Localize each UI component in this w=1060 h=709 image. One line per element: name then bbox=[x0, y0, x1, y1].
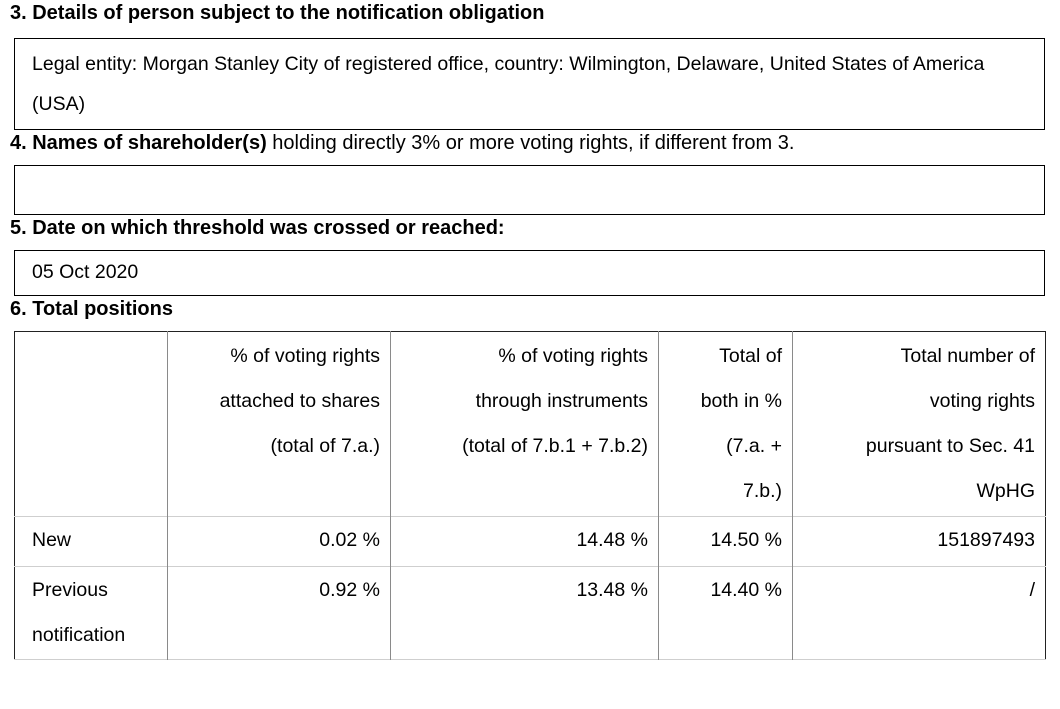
section-5-heading: 5. Date on which threshold was crossed o… bbox=[10, 217, 505, 239]
threshold-date-text: 05 Oct 2020 bbox=[32, 261, 139, 283]
total-positions-table: % of voting rights attached to shares (t… bbox=[14, 331, 1046, 660]
table-header-row: % of voting rights attached to shares (t… bbox=[15, 331, 1046, 517]
new-total-both-percent: 14.50 % bbox=[658, 516, 793, 567]
previous-total-number-voting-rights: / bbox=[792, 566, 1046, 660]
table-row-previous-notification: Previous notification 0.92 % 13.48 % 14.… bbox=[14, 566, 1046, 660]
row-label-previous: Previous notification bbox=[14, 566, 168, 660]
section-6-heading: 6. Total positions bbox=[10, 298, 173, 320]
voting-rights-notification-document: 3. Details of person subject to the noti… bbox=[10, 2, 1060, 660]
table-row-new: New 0.02 % 14.48 % 14.50 % 151897493 bbox=[14, 516, 1046, 567]
row-label-new: New bbox=[14, 516, 168, 567]
previous-voting-rights-shares: 0.92 % bbox=[167, 566, 391, 660]
section-4-heading-bold: 4. Names of shareholder(s) bbox=[10, 132, 267, 154]
section-4-value-box bbox=[14, 165, 1045, 215]
header-voting-rights-instruments: % of voting rights through instruments (… bbox=[390, 331, 659, 517]
previous-voting-rights-instruments: 13.48 % bbox=[390, 566, 659, 660]
section-3-heading: 3. Details of person subject to the noti… bbox=[10, 2, 545, 24]
header-voting-rights-shares: % of voting rights attached to shares (t… bbox=[167, 331, 391, 517]
header-corner-cell bbox=[15, 332, 168, 517]
section-4-heading: 4. Names of shareholder(s) holding direc… bbox=[10, 130, 1060, 157]
section-3-value-box: Legal entity: Morgan Stanley City of reg… bbox=[14, 38, 1045, 130]
new-total-number-voting-rights: 151897493 bbox=[792, 516, 1046, 567]
section-4-heading-rest: holding directly 3% or more voting right… bbox=[266, 132, 795, 154]
new-voting-rights-shares: 0.02 % bbox=[167, 516, 391, 567]
previous-total-both-percent: 14.40 % bbox=[658, 566, 793, 660]
legal-entity-text: Legal entity: Morgan Stanley City of reg… bbox=[32, 53, 985, 115]
header-total-number-voting-rights: Total number of voting rights pursuant t… bbox=[792, 331, 1046, 517]
header-total-both-percent: Total of both in % (7.a. + 7.b.) bbox=[658, 331, 793, 517]
section-5-value-box: 05 Oct 2020 bbox=[14, 250, 1045, 296]
new-voting-rights-instruments: 14.48 % bbox=[390, 516, 659, 567]
